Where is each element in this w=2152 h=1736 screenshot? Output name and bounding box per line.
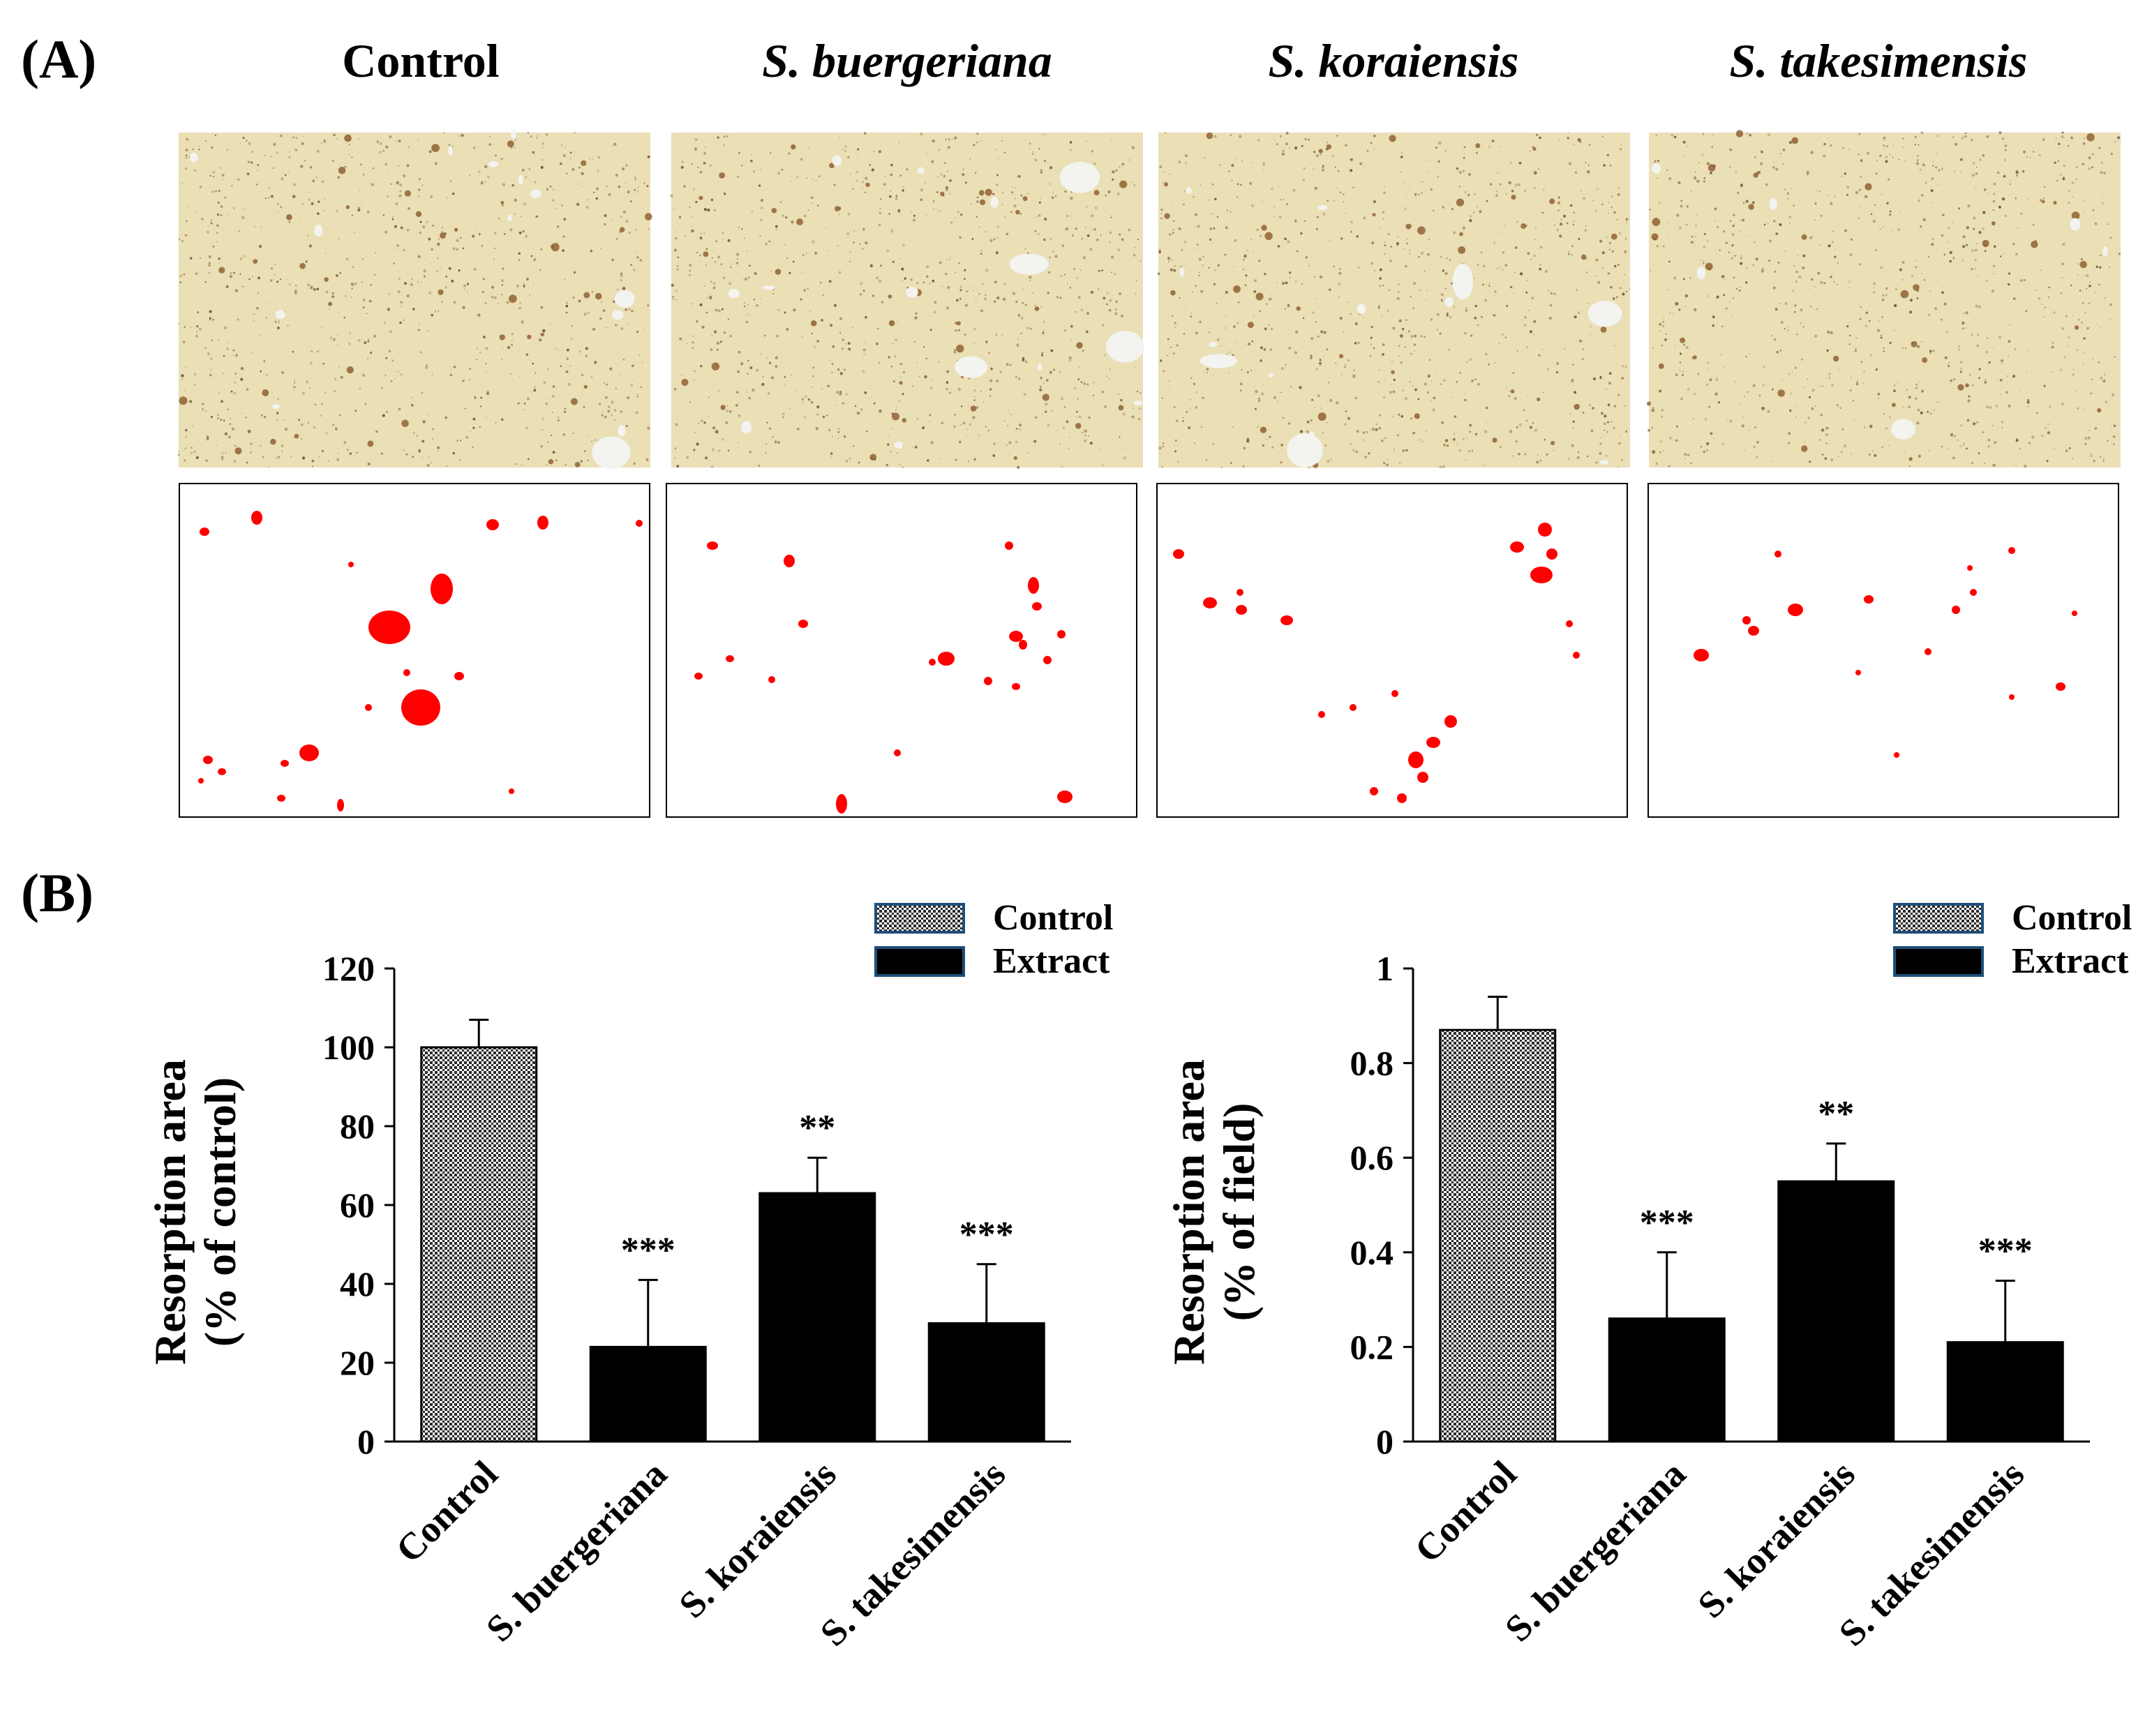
bar-1 <box>589 1345 707 1443</box>
column-title-takesimensis: S. takesimensis <box>1729 34 2028 87</box>
legend-swatch-1 <box>874 946 965 977</box>
significance-label-3: *** <box>1978 1231 2033 1271</box>
micrograph-control <box>178 129 652 469</box>
significance-label-2: ** <box>799 1108 835 1148</box>
panel-a-label: (A) <box>21 29 97 89</box>
y-tick-label: 20 <box>340 1343 375 1382</box>
resorption-mask-koraiensis <box>1156 483 1628 818</box>
bar-chart-percent-of-field: Resorption area(% of field) 0 0.2 0.4 0.6 0.8… <box>1164 898 2132 1654</box>
bar-1 <box>1608 1317 1726 1443</box>
y-tick-label: 0.6 <box>1350 1138 1394 1177</box>
column-title-buergeriana: S. buergeriana <box>762 34 1052 87</box>
category-label-1: S. buergeriana <box>1497 1453 1694 1649</box>
category-label-2: S. koraiensis <box>671 1453 844 1626</box>
y-tick-label: 0.2 <box>1350 1327 1394 1366</box>
column-title-control: Control <box>342 34 500 87</box>
y-tick-label: 40 <box>340 1264 375 1303</box>
resorption-mask-control <box>179 483 650 818</box>
micrograph-koraiensis <box>1157 131 1631 469</box>
y-tick-label: 80 <box>340 1107 375 1146</box>
bar-2 <box>759 1192 876 1443</box>
category-label-1: S. buergeriana <box>478 1453 675 1649</box>
legend-label-0: Control <box>2012 898 2132 938</box>
resorption-mask-takesimensis <box>1647 483 2119 818</box>
column-title-koraiensis: S. koraiensis <box>1268 34 1519 87</box>
bar-chart-percent-of-control: Resorption area(% of control) 0 20 40 60 80 10… <box>145 898 1113 1654</box>
y-tick-label: 120 <box>322 949 375 988</box>
bar-0 <box>420 1046 538 1443</box>
legend-swatch-0 <box>874 903 965 934</box>
y-tick-label: 1 <box>1376 949 1393 988</box>
significance-label-1: *** <box>621 1230 675 1270</box>
resorption-mask-buergeriana <box>666 483 1137 818</box>
bar-3 <box>927 1322 1045 1443</box>
significance-label-1: *** <box>1640 1203 1694 1243</box>
y-tick-label: 0 <box>1376 1422 1393 1461</box>
micrograph-buergeriana <box>670 132 1144 469</box>
legend-swatch-0 <box>1893 903 1984 934</box>
legend-label-1: Extract <box>2012 941 2129 981</box>
micrograph-takesimensis <box>1647 130 2121 468</box>
y-tick-label: 100 <box>322 1028 375 1067</box>
category-label-0: Control <box>1407 1453 1525 1571</box>
bar-0 <box>1439 1028 1557 1443</box>
category-label-2: S. koraiensis <box>1689 1453 1862 1626</box>
panel-b-label: (B) <box>21 862 94 923</box>
category-label-0: Control <box>388 1453 506 1571</box>
y-tick-label: 60 <box>340 1185 375 1225</box>
significance-label-2: ** <box>1818 1094 1854 1134</box>
y-tick-label: 0.4 <box>1350 1233 1394 1272</box>
legend-label-1: Extract <box>993 941 1110 981</box>
y-tick-label: 0.8 <box>1350 1044 1394 1083</box>
legend-label-0: Control <box>993 898 1113 938</box>
bar-3 <box>1946 1341 2064 1443</box>
y-axis-label: Resorption area(% of control) <box>145 1059 245 1365</box>
bar-2 <box>1777 1180 1895 1443</box>
legend-swatch-1 <box>1893 946 1984 977</box>
significance-label-3: *** <box>959 1215 1014 1255</box>
y-tick-label: 0 <box>357 1422 375 1461</box>
y-axis-label: Resorption area(% of field) <box>1164 1059 1264 1365</box>
